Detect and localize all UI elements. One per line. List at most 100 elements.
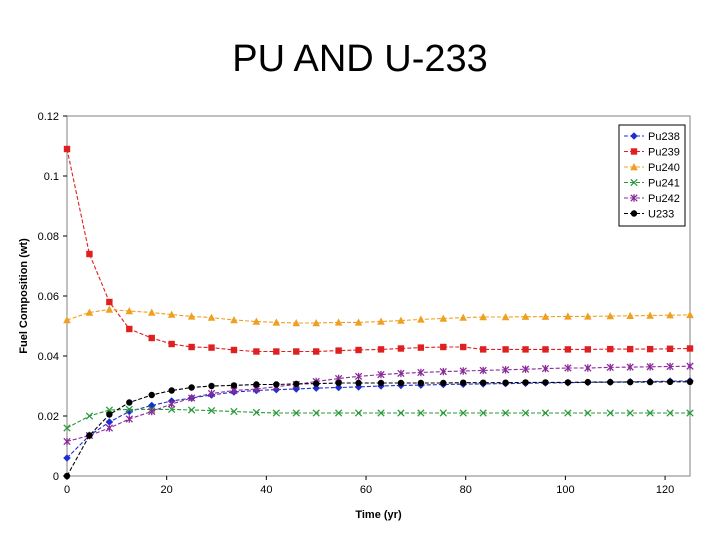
series-pu239 xyxy=(63,145,694,355)
y-tick-label: 0.08 xyxy=(38,231,59,243)
series-line-pu241 xyxy=(66,408,690,429)
data-point-pu240 xyxy=(397,316,405,324)
data-point-pu240 xyxy=(541,312,550,320)
data-point-u233 xyxy=(86,432,93,439)
data-point-pu238 xyxy=(312,384,320,392)
series-pu241 xyxy=(63,405,694,432)
data-point-pu240 xyxy=(666,311,674,319)
data-point-pu242 xyxy=(541,364,550,373)
data-point-u233 xyxy=(253,381,260,388)
x-tick-label: 120 xyxy=(656,484,674,496)
data-point-pu241 xyxy=(230,407,238,416)
data-point-u233 xyxy=(293,380,300,388)
data-point-pu241 xyxy=(334,409,343,417)
data-point-u233 xyxy=(313,380,320,387)
data-point-pu240 xyxy=(63,316,71,324)
data-point-pu240 xyxy=(606,312,615,320)
data-point-pu241 xyxy=(187,406,196,414)
data-point-pu241 xyxy=(646,409,654,417)
data-point-u233 xyxy=(440,379,447,387)
legend-marker-pu242 xyxy=(630,194,638,202)
data-point-u233 xyxy=(686,378,694,385)
legend-label-pu240: Pu240 xyxy=(648,162,680,174)
data-point-u233 xyxy=(542,379,549,386)
data-point-pu241 xyxy=(439,409,447,417)
axes: 0 0.02 0.04 0.06 0.08 0.1 0.12 0 20 40 60 80 100 120 T… xyxy=(18,111,691,521)
legend-label-u233: U233 xyxy=(648,209,674,221)
data-point-pu242 xyxy=(63,437,71,446)
y-tick-label: 0.12 xyxy=(38,111,59,123)
data-point-pu241 xyxy=(272,409,280,417)
data-point-pu239 xyxy=(479,346,487,353)
legend-box xyxy=(618,124,686,227)
x-tick-label: 100 xyxy=(556,484,574,496)
data-point-pu239 xyxy=(564,346,572,353)
data-point-pu240 xyxy=(334,318,343,326)
data-point-u233 xyxy=(188,384,195,391)
data-point-pu239 xyxy=(273,348,280,355)
data-point-u233 xyxy=(666,378,674,385)
data-point-u233 xyxy=(63,472,71,480)
data-point-pu240 xyxy=(459,313,468,321)
data-point-pu239 xyxy=(148,334,155,342)
data-point-u233 xyxy=(230,382,238,389)
data-point-pu239 xyxy=(417,344,425,351)
data-point-pu239 xyxy=(126,325,133,333)
data-point-pu240 xyxy=(564,312,572,320)
data-point-pu240 xyxy=(377,317,385,325)
data-point-pu240 xyxy=(252,317,261,325)
data-point-pu238 xyxy=(125,407,134,416)
data-point-pu242 xyxy=(207,389,216,398)
data-point-pu240 xyxy=(230,316,238,324)
y-tick-label: 0 xyxy=(53,471,59,483)
data-point-pu242 xyxy=(397,369,405,378)
data-point-pu239 xyxy=(293,348,300,355)
data-point-pu238 xyxy=(105,418,114,426)
data-point-pu239 xyxy=(63,145,71,153)
data-point-pu241 xyxy=(312,409,320,417)
legend-marker-pu240 xyxy=(630,163,638,171)
data-point-pu239 xyxy=(253,348,260,355)
data-point-pu240 xyxy=(125,307,134,315)
data-point-pu241 xyxy=(564,409,572,417)
data-point-u233 xyxy=(564,379,572,386)
data-point-pu242 xyxy=(459,367,467,375)
data-point-pu242 xyxy=(105,424,114,432)
data-point-pu241 xyxy=(606,409,614,417)
y-tick-label: 0.04 xyxy=(38,351,59,363)
data-point-pu241 xyxy=(417,409,425,417)
x-tick-label: 40 xyxy=(260,484,272,496)
data-point-u233 xyxy=(335,379,342,387)
data-point-pu241 xyxy=(252,408,261,417)
data-point-pu240 xyxy=(479,313,487,321)
series-u233 xyxy=(63,378,694,480)
data-point-pu242 xyxy=(354,372,363,381)
legend-label-pu242: Pu242 xyxy=(648,193,680,205)
data-point-pu240 xyxy=(501,313,510,321)
data-point-pu239 xyxy=(522,346,529,353)
data-point-pu239 xyxy=(106,298,113,306)
legend-label-pu241: Pu241 xyxy=(648,178,680,190)
data-point-pu239 xyxy=(355,346,362,354)
x-tick-label: 0 xyxy=(64,484,70,496)
x-axis-label: Time (yr) xyxy=(355,509,402,521)
data-point-u233 xyxy=(417,379,425,387)
data-point-pu242 xyxy=(125,415,133,423)
data-point-u233 xyxy=(460,379,467,386)
data-point-pu239 xyxy=(313,348,320,355)
data-point-pu239 xyxy=(188,343,195,351)
data-point-pu239 xyxy=(460,343,467,351)
y-tick-label: 0.02 xyxy=(38,411,59,423)
data-point-u233 xyxy=(502,379,509,386)
data-point-pu241 xyxy=(354,409,363,417)
data-point-pu242 xyxy=(606,363,614,372)
data-point-pu241 xyxy=(626,409,634,417)
data-point-pu239 xyxy=(666,345,674,352)
data-point-pu241 xyxy=(686,409,694,417)
data-point-pu239 xyxy=(542,346,549,353)
data-point-pu241 xyxy=(521,409,530,417)
data-point-pu241 xyxy=(207,406,216,415)
data-point-pu240 xyxy=(85,308,94,316)
data-point-pu242 xyxy=(479,366,487,375)
